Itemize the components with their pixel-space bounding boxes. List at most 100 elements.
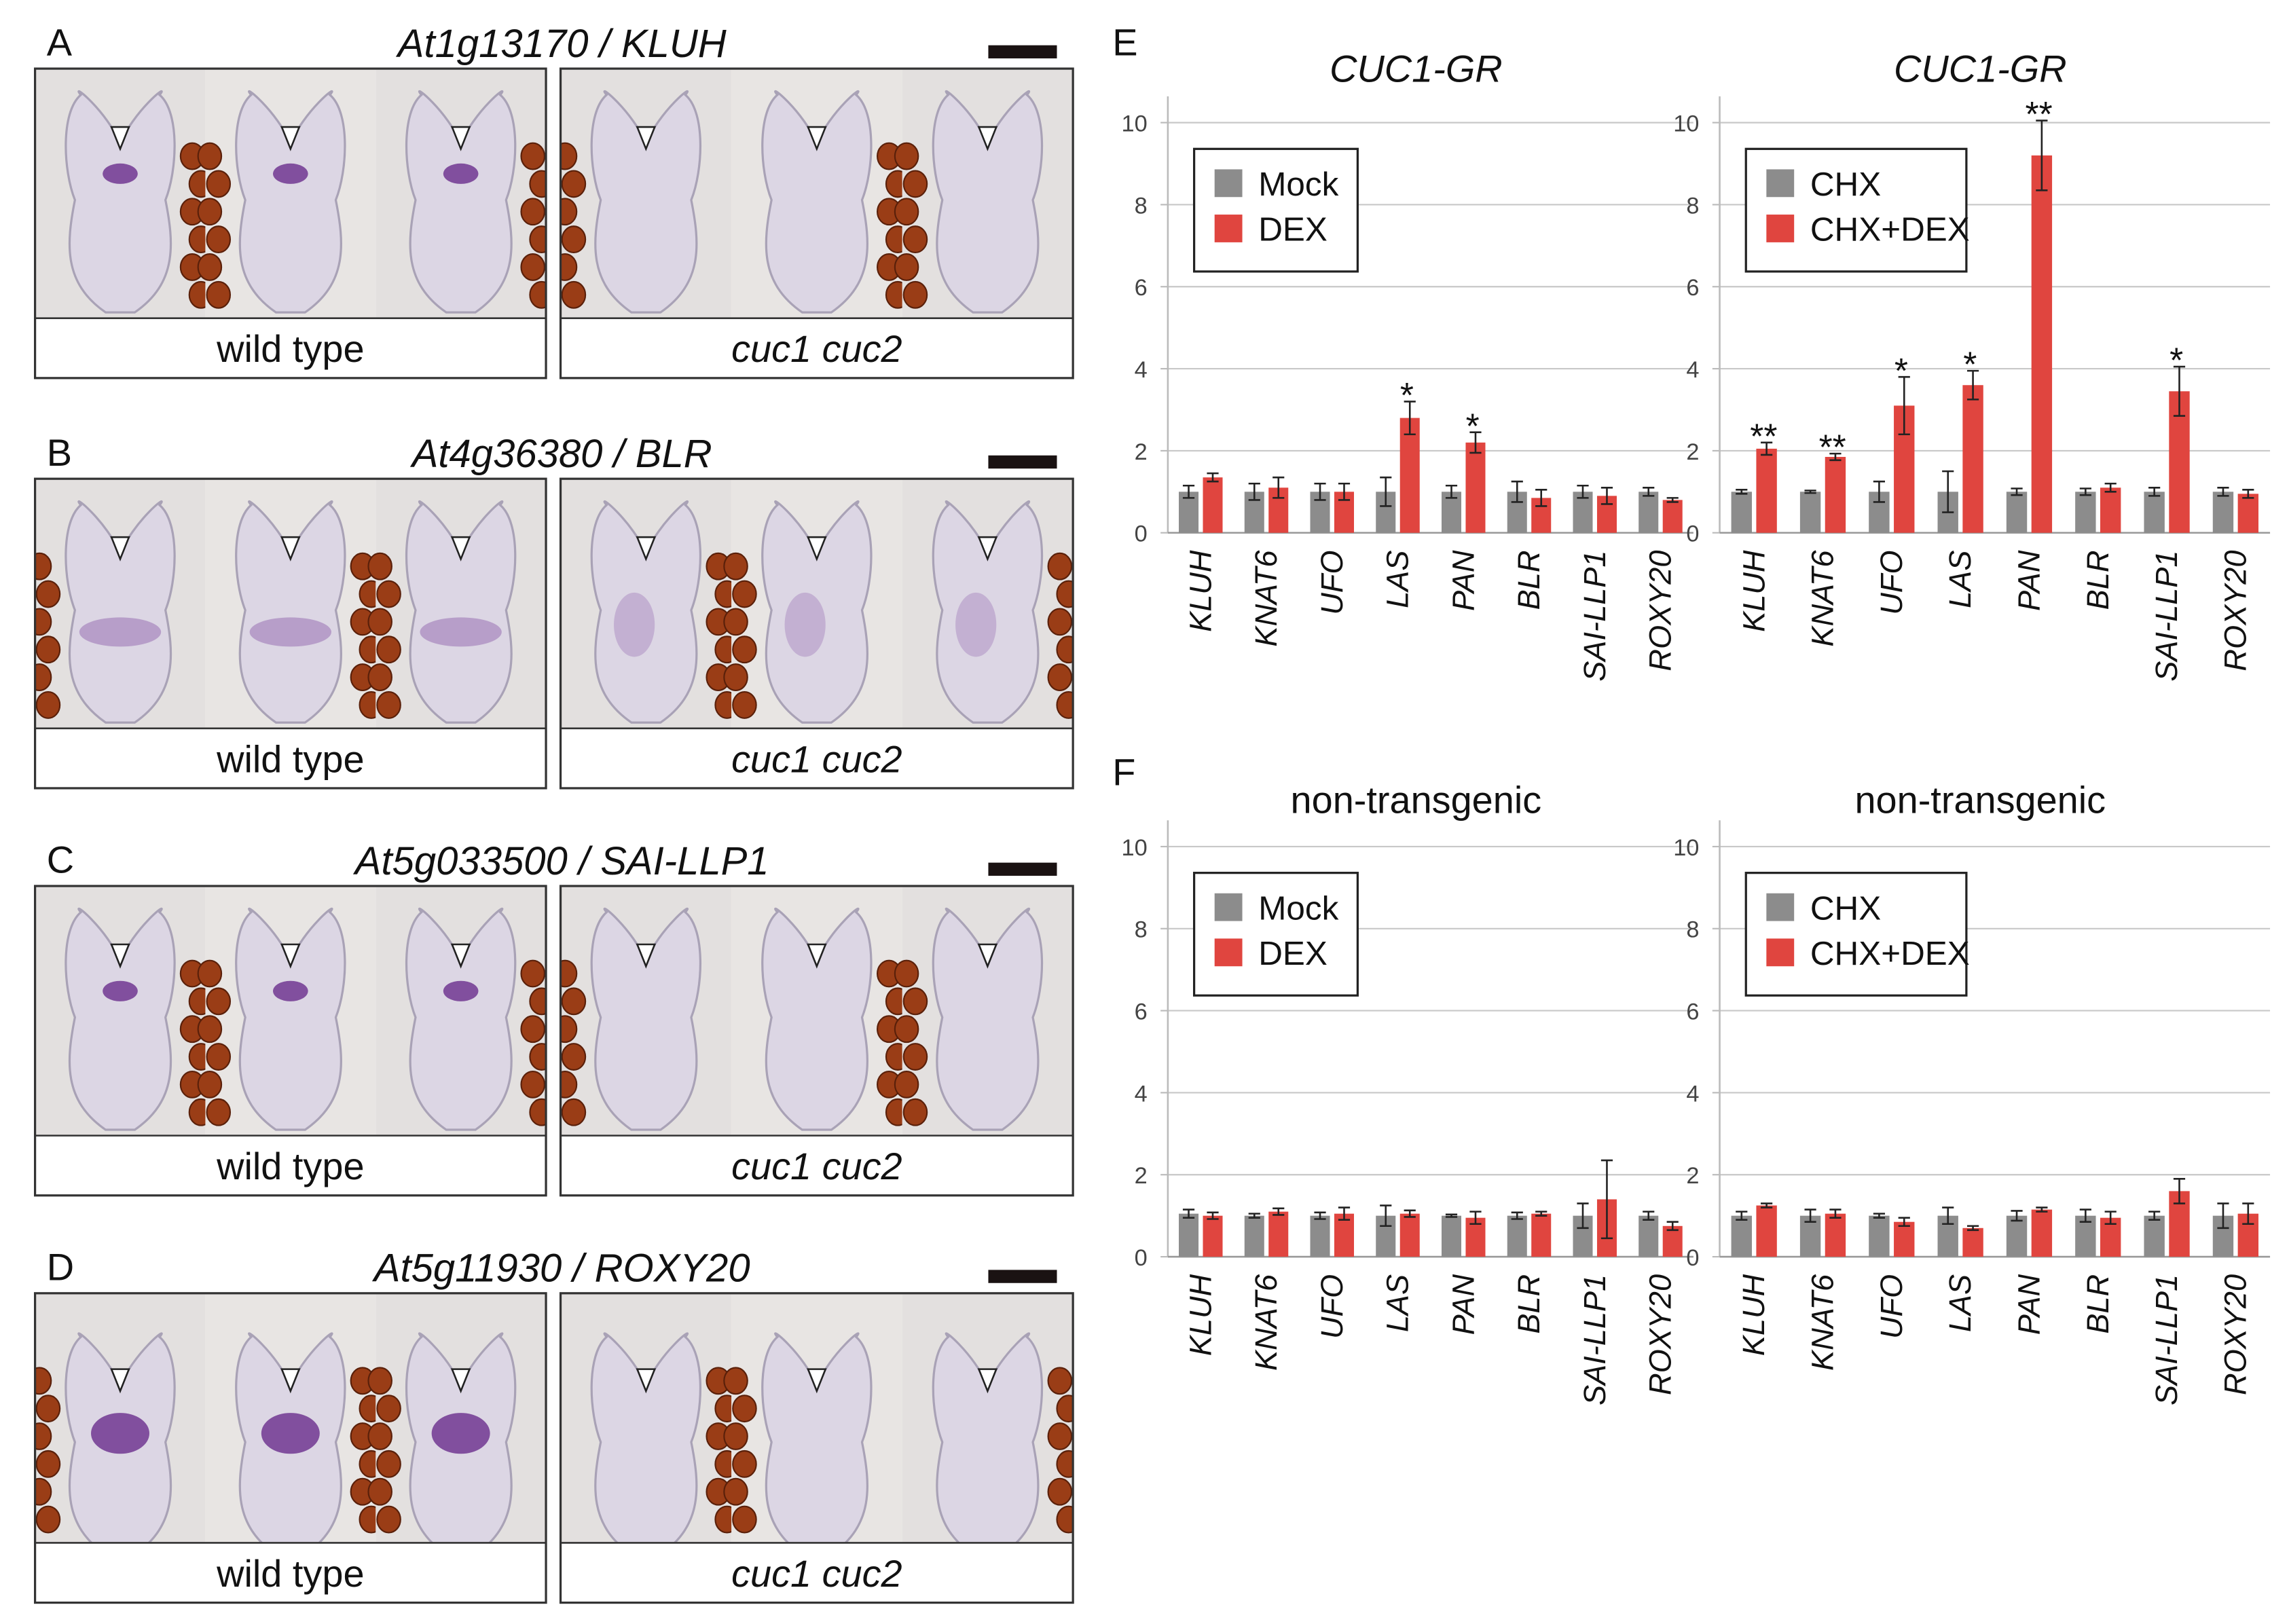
cell — [561, 987, 587, 1016]
x-tick-label: KNAT6 — [1249, 550, 1283, 647]
panel-label: B — [47, 431, 72, 474]
embryo — [65, 90, 176, 314]
y-tick-label: 6 — [1135, 275, 1148, 301]
error-bar — [1445, 1213, 1458, 1218]
error-bar — [1182, 1208, 1195, 1219]
cell — [732, 690, 757, 719]
embryo — [405, 500, 517, 724]
bar — [2006, 1215, 2028, 1257]
stain — [443, 163, 479, 184]
error-bar — [2036, 1206, 2048, 1213]
error-bar — [1898, 1217, 1910, 1228]
cell — [520, 253, 545, 281]
y-tick-label: 0 — [1135, 1245, 1148, 1271]
embryo — [590, 90, 702, 314]
legend-label: DEX — [1258, 935, 1327, 972]
cell — [520, 1070, 545, 1099]
error-bar — [1804, 1208, 1816, 1223]
error-bar — [1404, 401, 1416, 436]
error-bar — [1736, 1211, 1748, 1221]
micrograph — [35, 69, 547, 318]
bar — [1756, 448, 1777, 533]
bar — [2144, 1215, 2165, 1257]
x-tick-label: KLUH — [1736, 1274, 1771, 1356]
arrowhead — [280, 1368, 301, 1394]
image-frame — [559, 1292, 1074, 1604]
legend-swatch — [1214, 215, 1243, 242]
cell — [376, 690, 401, 719]
significance-mark: ** — [1750, 416, 1777, 456]
legend-label: CHX+DEX — [1810, 211, 1970, 248]
panel-title: At4g36380 / BLR — [410, 432, 712, 476]
embryo — [590, 500, 702, 724]
cell — [732, 580, 757, 608]
cell — [894, 1070, 919, 1099]
panel-label: F — [1112, 751, 1135, 794]
image-frame — [33, 1292, 547, 1604]
stain — [431, 1413, 490, 1454]
cell — [902, 170, 928, 198]
bar — [1179, 1213, 1199, 1257]
x-tick-label: PAN — [1446, 1274, 1480, 1335]
cell — [894, 142, 919, 170]
stain — [614, 592, 655, 657]
image-frame — [559, 67, 1074, 380]
error-bar — [2148, 486, 2161, 497]
legend-swatch — [1766, 215, 1795, 242]
arrowhead — [636, 943, 657, 969]
x-tick-label: ROXY20 — [1643, 1274, 1678, 1395]
x-tick-label: LAS — [1943, 551, 1977, 608]
error-bar — [1535, 489, 1548, 507]
cell — [35, 1395, 61, 1423]
micrograph — [35, 885, 547, 1136]
cell — [561, 280, 587, 309]
cell — [197, 198, 223, 226]
cell — [35, 1450, 61, 1478]
legend-label: CHX — [1810, 889, 1881, 927]
arrowhead — [636, 126, 657, 151]
arrowhead — [450, 1368, 471, 1394]
image-frame — [559, 477, 1074, 790]
x-tick-label: SAI-LLP1 — [1577, 551, 1612, 682]
error-bar — [1314, 1211, 1326, 1220]
bar — [1662, 500, 1683, 533]
cell — [197, 1070, 223, 1099]
arrowhead — [807, 1368, 827, 1394]
error-bar — [1404, 1209, 1416, 1218]
cell — [197, 142, 223, 170]
x-tick-label: KLUH — [1183, 550, 1217, 632]
panel-title: At1g13170 / KLUH — [396, 22, 727, 66]
x-tick-label: KLUH — [1183, 1274, 1217, 1356]
error-bar — [1469, 431, 1482, 454]
error-bar — [2217, 1202, 2229, 1230]
cell — [732, 635, 757, 664]
y-tick-label: 0 — [1686, 521, 1699, 547]
arrowhead — [807, 126, 827, 151]
cell — [894, 198, 919, 226]
cell — [197, 959, 223, 988]
error-bar — [1207, 1211, 1219, 1220]
cell — [723, 552, 748, 580]
embryo — [590, 907, 702, 1131]
cell — [1047, 1367, 1073, 1395]
arrowhead — [636, 1368, 657, 1394]
y-tick-label: 10 — [1673, 835, 1699, 861]
panel-caption: wild type — [216, 327, 364, 370]
legend-swatch — [1214, 938, 1243, 967]
embryo — [932, 500, 1044, 724]
x-tick-label: UFO — [1874, 1274, 1909, 1339]
error-bar — [1248, 1213, 1260, 1219]
cell — [35, 608, 52, 636]
error-bar — [1942, 470, 1954, 513]
cell — [1056, 635, 1074, 664]
panel-caption: wild type — [216, 737, 364, 780]
legend-swatch — [1766, 169, 1795, 198]
y-tick-label: 8 — [1135, 193, 1148, 219]
x-tick-label: PAN — [2012, 1274, 2047, 1335]
image-frame — [559, 885, 1074, 1197]
image-frame — [33, 477, 547, 790]
cell — [723, 663, 748, 691]
y-tick-label: 10 — [1122, 111, 1148, 137]
error-bar — [1873, 1213, 1886, 1219]
